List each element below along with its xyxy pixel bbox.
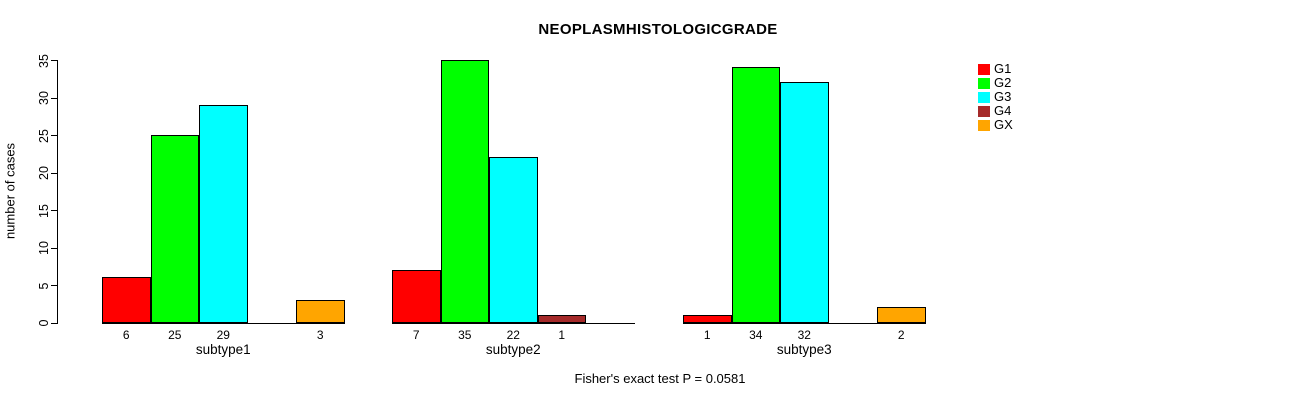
y-tick-label: 35 <box>37 53 51 68</box>
legend-item-GX: GX <box>978 118 1013 132</box>
bar-value-label: 1 <box>558 328 566 342</box>
bar-GX-subtype3 <box>877 307 926 323</box>
legend-swatch <box>978 91 990 103</box>
y-tick <box>51 322 58 324</box>
y-tick <box>51 210 58 211</box>
legend-item-G1: G1 <box>978 62 1013 76</box>
y-tick <box>51 60 58 61</box>
legend-label: G4 <box>994 103 1012 118</box>
y-axis-line <box>57 60 58 323</box>
bar-G2-subtype1 <box>150 134 199 323</box>
bar-value-label: 1 <box>703 328 711 342</box>
y-tick-label: 10 <box>37 241 51 255</box>
bar-value-label: 35 <box>458 328 472 342</box>
legend-label: GX <box>994 117 1013 132</box>
bar-G1-subtype3 <box>683 314 732 323</box>
fisher-test-annotation: Fisher's exact test P = 0.0581 <box>574 371 746 386</box>
bar-G2-subtype2 <box>440 59 489 323</box>
legend-swatch <box>978 63 990 75</box>
legend-swatch <box>978 119 990 131</box>
bar-group-subtype2: 7 35 22 1 subtype2 <box>392 59 635 357</box>
bar-GX-subtype1 <box>296 299 345 323</box>
bar-group-subtype1: 6 25 29 3 subtype1 <box>102 60 345 357</box>
legend-item-G3: G3 <box>978 90 1013 104</box>
bar-G4-subtype2 <box>537 314 586 323</box>
y-axis-label: number of cases <box>2 142 18 240</box>
legend-label: G1 <box>994 61 1012 76</box>
y-tick <box>51 97 58 99</box>
legend-item-G2: G2 <box>978 76 1013 90</box>
legend-label: G2 <box>994 75 1012 90</box>
y-tick-label: 0 <box>37 319 51 327</box>
bar-G2-subtype3 <box>731 67 780 323</box>
bar-value-label: 3 <box>316 328 324 342</box>
y-tick-label: 15 <box>37 203 51 218</box>
bar-value-label: 6 <box>122 328 130 342</box>
bar-G1-subtype1 <box>102 277 151 323</box>
bar-group-subtype3: 1 34 32 2 subtype3 <box>683 60 926 357</box>
bar-G3-subtype2 <box>489 157 538 323</box>
legend-item-G4: G4 <box>978 104 1013 118</box>
legend: G1 G2 G3 G4 GX <box>978 62 1013 132</box>
bar-value-label: 7 <box>412 328 420 342</box>
y-tick-label: 5 <box>37 282 51 289</box>
y-tick-label: 30 <box>37 91 51 105</box>
bar-G1-subtype2 <box>392 269 441 323</box>
bar-G3-subtype3 <box>780 82 829 323</box>
bar-value-label: 29 <box>216 328 230 342</box>
bar-value-label: 2 <box>897 328 905 342</box>
legend-label: G3 <box>994 89 1012 104</box>
y-tick <box>51 247 58 249</box>
category-label-subtype3: subtype3 <box>776 342 832 357</box>
bar-value-label: 22 <box>506 328 520 342</box>
chart-title: NEOPLASMHISTOLOGICGRADE <box>538 21 778 38</box>
y-tick <box>51 135 58 136</box>
y-tick-label: 25 <box>37 128 51 143</box>
bar-value-label: 25 <box>168 328 182 342</box>
legend-swatch <box>978 105 990 117</box>
category-label-subtype1: subtype1 <box>195 342 251 357</box>
y-tick <box>51 285 58 286</box>
y-tick <box>51 172 58 174</box>
legend-swatch <box>978 77 990 89</box>
category-label-subtype2: subtype2 <box>485 342 541 357</box>
bar-G3-subtype1 <box>199 104 248 323</box>
bar-value-label: 32 <box>797 328 811 342</box>
bar-value-label: 34 <box>749 328 763 342</box>
y-tick-label: 20 <box>37 166 51 180</box>
